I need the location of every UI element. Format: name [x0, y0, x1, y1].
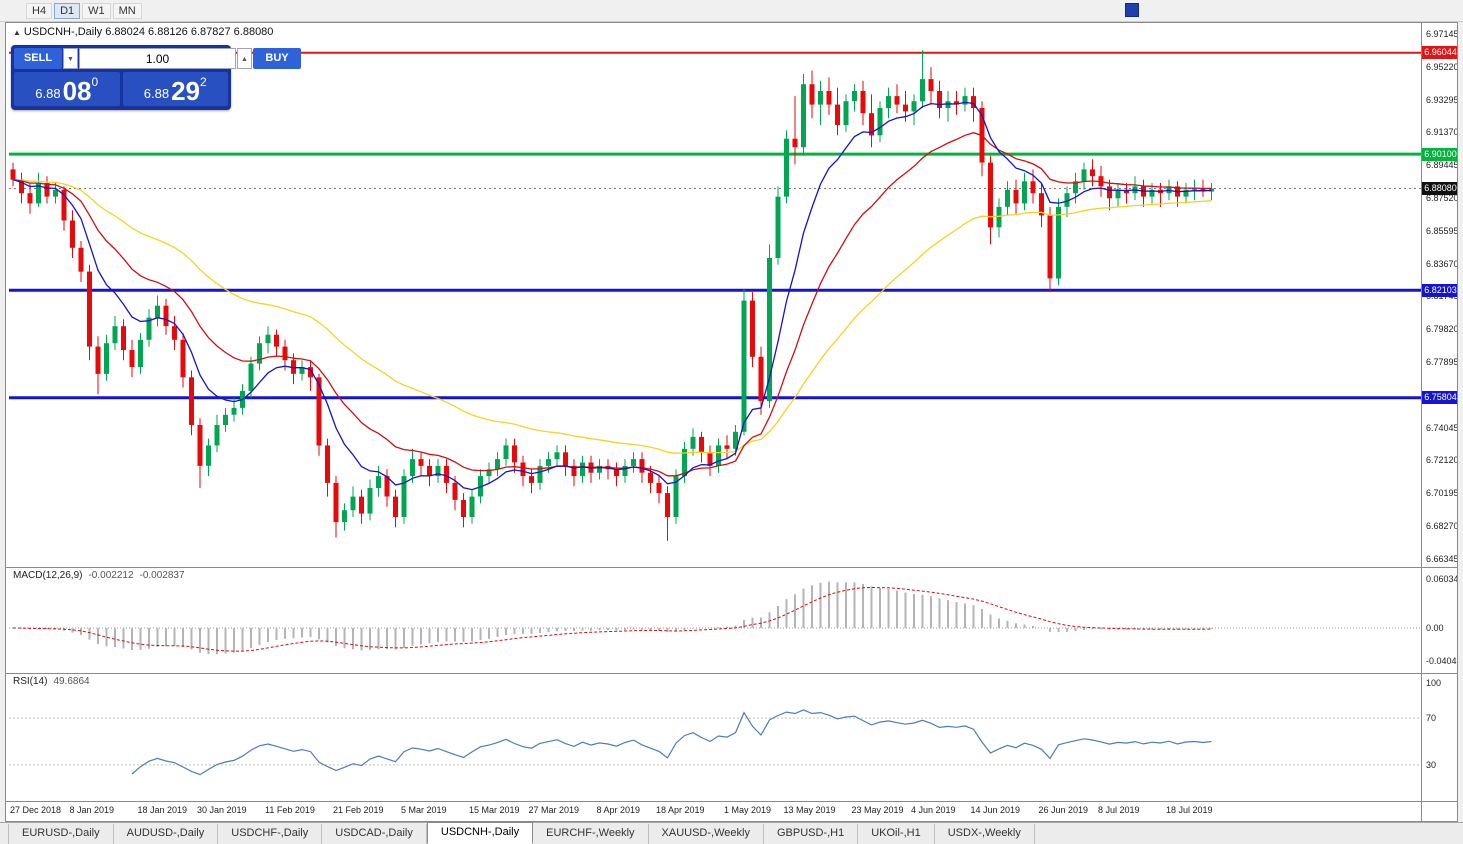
rsi-scale-label: 100 — [1426, 678, 1442, 688]
rsi-scale-label: 70 — [1426, 713, 1437, 724]
buy-price-big: 29 — [171, 76, 201, 106]
macd-scale-label: 0.060342 — [1426, 574, 1457, 584]
sell-price-big: 08 — [62, 76, 92, 106]
tab-eurchf-weekly[interactable]: EURCHF-,Weekly — [533, 824, 649, 844]
axis-separator — [6, 801, 1457, 802]
buy-price[interactable]: 6.88 29 2 — [122, 72, 228, 106]
price-tick: 6.77895 — [1426, 357, 1458, 368]
collapse-icon[interactable]: ▲ — [13, 28, 21, 37]
tab-audusd-daily[interactable]: AUDUSD-,Daily — [113, 824, 219, 844]
price-tick: 6.87520 — [1426, 193, 1458, 203]
rsi-label: RSI(14) 49.6864 — [13, 676, 90, 687]
chart-title: ▲ USDCNH-,Daily 6.88024 6.88126 6.87827 6… — [13, 26, 273, 38]
price-tick: 6.70195 — [1426, 488, 1458, 499]
macd-value-2: -0.002837 — [139, 570, 185, 581]
tab-usdcnh-daily[interactable]: USDCNH-,Daily — [426, 822, 534, 844]
volume-increase-icon[interactable]: ▲ — [237, 48, 252, 69]
price-tick: 6.68270 — [1426, 521, 1458, 532]
date-label: 18 Jan 2019 — [137, 805, 188, 815]
date-label: 14 Jun 2019 — [970, 805, 1021, 815]
date-label: 13 May 2019 — [783, 805, 836, 815]
macd-value-1: -0.002212 — [88, 570, 134, 581]
date-label: 8 Jul 2019 — [1098, 805, 1140, 815]
price-tick: 6.91370 — [1426, 127, 1458, 138]
buy-button[interactable]: BUY — [253, 48, 301, 69]
price-tick: 6.93295 — [1426, 94, 1458, 105]
sell-price-sup: 0 — [91, 75, 99, 89]
sell-price-prefix: 6.88 — [35, 86, 61, 101]
date-label: 21 Feb 2019 — [333, 805, 384, 815]
timeframe-toolbar: H4 D1 W1 MN — [0, 0, 1463, 22]
date-axis[interactable]: 27 Dec 2018 8 Jan 2019 18 Jan 2019 30 Jan 2… — [6, 802, 1421, 821]
macd-scale-label: 0.00 — [1426, 623, 1444, 633]
macd-label: MACD(12,26,9) -0.002212 -0.002837 — [13, 570, 185, 581]
current-price-label: 6.88080 — [1422, 181, 1457, 195]
date-label: 5 Mar 2019 — [401, 805, 447, 815]
macd-canvas[interactable] — [9, 568, 1421, 672]
date-label: 18 Apr 2019 — [656, 805, 705, 815]
price-tick: 6.95220 — [1426, 61, 1458, 72]
volume-input[interactable] — [79, 48, 236, 69]
macd-scale-label: -0.040415 — [1426, 655, 1457, 666]
price-tick: 6.97145 — [1426, 29, 1458, 39]
date-label: 15 Mar 2019 — [469, 805, 520, 815]
tab-gbpusd-h1[interactable]: GBPUSD-,H1 — [763, 824, 859, 844]
timeframe-w1[interactable]: W1 — [82, 2, 111, 19]
rsi-canvas[interactable] — [9, 674, 1421, 800]
date-label: 11 Feb 2019 — [265, 805, 315, 815]
date-label: 30 Jan 2019 — [197, 805, 247, 815]
tab-usdchf-daily[interactable]: USDCHF-,Daily — [218, 824, 323, 844]
macd-separator — [6, 567, 1457, 568]
one-click-trade-panel: SELL ▼ ▲ BUY 6.88 08 0 6.88 29 2 — [11, 45, 301, 110]
sell-price[interactable]: 6.88 08 0 — [14, 72, 120, 106]
price-tick: 6.66345 — [1426, 553, 1458, 564]
date-label: 8 Apr 2019 — [596, 805, 641, 815]
date-label: 18 Jul 2019 — [1166, 805, 1213, 815]
window-icon[interactable] — [1125, 3, 1139, 17]
rsi-name: RSI(14) — [13, 676, 48, 687]
date-label: 23 May 2019 — [851, 805, 904, 815]
price-tick: 6.74045 — [1426, 422, 1458, 433]
timeframe-mn[interactable]: MN — [112, 2, 142, 19]
level-price-label: 6.75804 — [1422, 391, 1457, 405]
date-label: 4 Jun 2019 — [911, 805, 956, 815]
date-label: 1 May 2019 — [724, 805, 772, 815]
macd-name: MACD(12,26,9) — [13, 570, 83, 581]
date-label: 26 Jun 2019 — [1038, 805, 1089, 815]
chart-window: ▲ USDCNH-,Daily 6.88024 6.88126 6.87827 6… — [5, 22, 1458, 822]
tab-xauusd-weekly[interactable]: XAUUSD-,Weekly — [648, 824, 764, 844]
chart-title-text: USDCNH-,Daily 6.88024 6.88126 6.87827 6.… — [23, 26, 274, 38]
price-scale-border — [1421, 23, 1422, 821]
price-tick: 6.85595 — [1426, 225, 1458, 236]
buy-price-prefix: 6.88 — [143, 86, 170, 101]
tab-usdcad-daily[interactable]: USDCAD-,Daily — [322, 824, 427, 844]
volume-decrease-icon[interactable]: ▼ — [63, 48, 78, 69]
timeframe-h4[interactable]: H4 — [26, 2, 53, 19]
price-tick: 6.79820 — [1426, 324, 1458, 335]
timeframe-d1[interactable]: D1 — [54, 2, 81, 19]
rsi-separator — [6, 673, 1457, 674]
price-tick: 6.89445 — [1426, 160, 1458, 171]
tab-eurusd-daily[interactable]: EURUSD-,Daily — [8, 824, 114, 844]
rsi-value: 49.6864 — [53, 676, 90, 687]
date-label: 27 Mar 2019 — [528, 805, 580, 815]
price-tick: 6.83670 — [1426, 258, 1458, 269]
tab-usdx-weekly[interactable]: USDX-,Weekly — [934, 824, 1035, 844]
level-price-label: 6.82103 — [1422, 283, 1457, 297]
symbol-tab-bar: EURUSD-,Daily AUDUSD-,Daily USDCHF-,Daily U… — [0, 822, 1463, 844]
sell-button[interactable]: SELL — [14, 48, 62, 69]
tab-ukoil-h1[interactable]: UKOil-,H1 — [858, 824, 935, 844]
level-price-label: 6.96044 — [1422, 46, 1457, 60]
rsi-scale-label: 30 — [1426, 759, 1437, 770]
price-chart-canvas[interactable] — [9, 27, 1421, 567]
buy-price-sup: 2 — [200, 75, 207, 89]
date-label: 8 Jan 2019 — [69, 805, 115, 815]
price-tick: 6.72120 — [1426, 455, 1458, 466]
level-price-label: 6.90100 — [1422, 147, 1457, 161]
date-label: 27 Dec 2018 — [10, 805, 62, 815]
